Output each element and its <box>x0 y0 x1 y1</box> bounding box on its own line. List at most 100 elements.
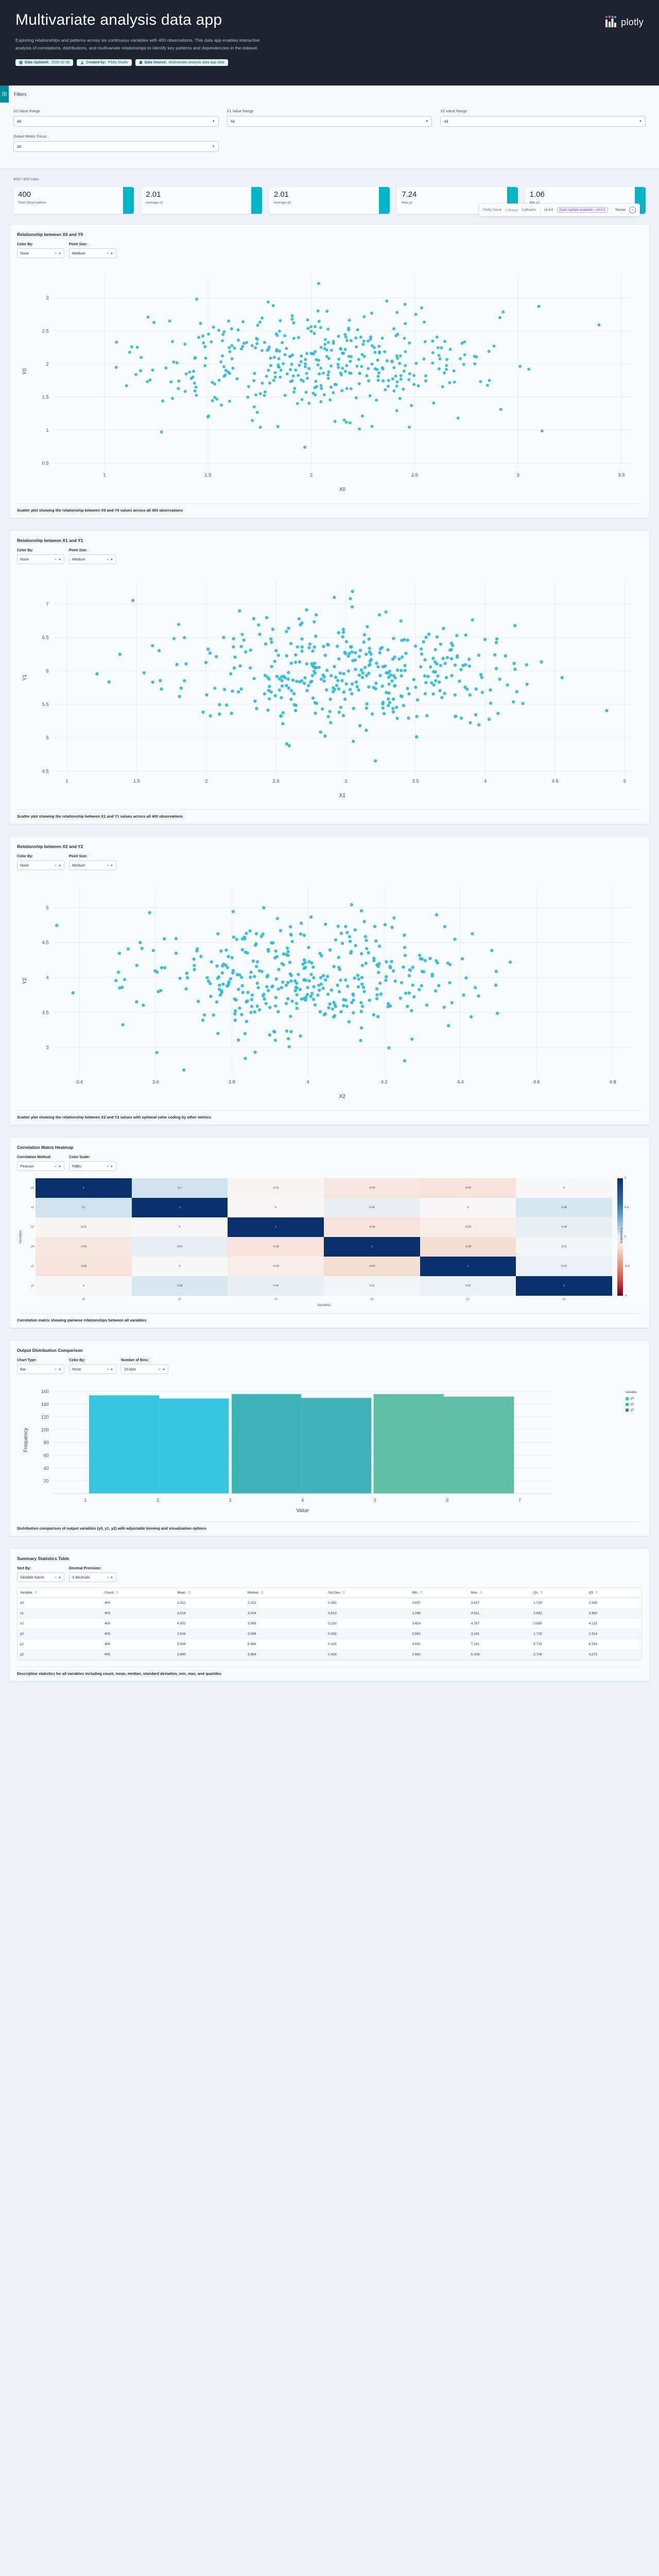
table-column-header[interactable]: Min ☰ <box>409 1588 469 1598</box>
devtools-expand-icon[interactable]: » <box>629 207 636 213</box>
filter-icon[interactable]: ☰ <box>420 1591 423 1595</box>
heatmap-cell[interactable]: 1 <box>36 1178 132 1198</box>
devtools-errors-link[interactable]: ⚠ Errors <box>505 208 518 212</box>
dash-devtools-bar[interactable]: Plotly Cloud ⚠ Errors Callbacks v3.4.0 D… <box>479 204 640 216</box>
devtools-update-badge[interactable]: Dash update available - v4.0.0 <box>557 207 608 213</box>
heatmap-cell[interactable]: 1 <box>324 1237 420 1257</box>
clear-icon[interactable]: × <box>107 864 109 868</box>
filter-icon[interactable]: ☰ <box>595 1591 598 1595</box>
control-color-by-select[interactable]: None × ▼ <box>69 1364 116 1374</box>
heatmap-cell[interactable]: 0 <box>131 1217 228 1237</box>
filter-icon[interactable]: ☰ <box>34 1591 38 1595</box>
control-point-size-select[interactable]: Medium × ▼ <box>69 554 116 564</box>
heatmap-cell[interactable]: 0.01 <box>324 1276 420 1296</box>
table-row[interactable]: y0 400 2.014 2.006 0.432 0.551 3.241 1.729 2.314 <box>18 1629 641 1639</box>
scatter-plot-x2-y2[interactable]: 3.4 3.6 3.8 4 4.2 4.4 4.6 4.8 3 3.5 4 4.5 5 X2 Y2 <box>17 875 642 1107</box>
heatmap-cell[interactable]: 0.04 <box>131 1237 228 1257</box>
control-color-by-select[interactable]: None × ▼ <box>17 248 64 258</box>
heatmap-cell[interactable]: 0 <box>516 1178 612 1198</box>
table-row[interactable]: x2 400 4.002 3.995 0.210 3.418 4.787 3.859 4.133 <box>18 1618 641 1629</box>
heatmap-cell[interactable]: -0.01 <box>228 1178 324 1198</box>
control-color-by-select[interactable]: None × ▼ <box>17 860 64 870</box>
control-chart-type-select[interactable]: Bar × ▼ <box>17 1364 64 1374</box>
control-color-by-select[interactable]: None × ▼ <box>17 554 64 564</box>
clear-icon[interactable]: × <box>107 252 109 256</box>
clear-icon[interactable]: × <box>55 252 57 256</box>
filter-x1-select[interactable]: All ▼ <box>227 116 432 127</box>
heatmap-cell[interactable]: 0.03 <box>420 1276 516 1296</box>
heatmap-cell[interactable]: 0 <box>131 1257 228 1276</box>
heatmap-cell[interactable]: 0.01 <box>516 1237 612 1257</box>
heatmap-cell[interactable]: 0.08 <box>516 1198 612 1217</box>
table-column-header[interactable]: Variable ☰ <box>18 1588 102 1598</box>
table-column-header[interactable]: Std Dev ☰ <box>325 1588 410 1598</box>
control-sort-by-select[interactable]: Variable Name × ▼ <box>17 1572 64 1582</box>
heatmap-cell[interactable]: -0.03 <box>420 1217 516 1237</box>
table-column-header[interactable]: Max ☰ <box>468 1588 531 1598</box>
scatter-plot-x1-y1[interactable]: 1 1.5 2 2.5 3 3.5 4 4.5 5 4.5 5 5.5 6 6.5 7 X1 Y1 <box>17 569 642 806</box>
clear-icon[interactable]: × <box>107 1368 109 1371</box>
heatmap-cell[interactable]: 0.04 <box>228 1276 324 1296</box>
control-color-scale-select[interactable]: RdBu × ▼ <box>69 1161 116 1171</box>
legend-item-y0[interactable]: y0 <box>625 1397 637 1400</box>
filter-icon[interactable]: ☰ <box>479 1591 482 1595</box>
legend-item-y2[interactable]: y2 <box>625 1408 637 1412</box>
filter-icon[interactable]: ☰ <box>115 1591 119 1595</box>
control-point-size-select[interactable]: Medium × ▼ <box>69 248 116 258</box>
heatmap-cell[interactable]: -0.05 <box>36 1237 132 1257</box>
heatmap-cell[interactable]: -0.01 <box>36 1217 132 1237</box>
control-number-of-bins-select[interactable]: 20 bins × ▼ <box>121 1364 168 1374</box>
clear-icon[interactable]: × <box>55 1576 57 1580</box>
heatmap-cell[interactable]: 1 <box>516 1276 612 1296</box>
heatmap-cell[interactable]: 0.1 <box>131 1178 228 1198</box>
table-row[interactable]: x0 400 2.012 2.022 0.450 0.837 3.427 1.729 2.309 <box>18 1598 641 1608</box>
table-row[interactable]: y2 400 3.990 3.984 0.424 2.682 5.208 3.706 4.273 <box>18 1649 641 1660</box>
clear-icon[interactable]: × <box>107 1576 109 1580</box>
heatmap-cell[interactable]: 1 <box>131 1198 228 1217</box>
devtools-server-label[interactable]: Server <box>615 208 626 212</box>
heatmap-cell[interactable]: -0.06 <box>324 1217 420 1237</box>
control-correlation-method-select[interactable]: Pearson × ▼ <box>17 1161 64 1171</box>
heatmap-cell[interactable]: -0.05 <box>324 1178 420 1198</box>
heatmap-cell[interactable]: 1 <box>420 1257 516 1276</box>
filter-output-select[interactable]: All ▼ <box>13 141 219 152</box>
filter-icon[interactable]: ☰ <box>261 1591 264 1595</box>
heatmap-cell[interactable]: 1 <box>228 1217 324 1237</box>
table-row[interactable]: x1 400 3.018 3.024 0.612 1.058 4.911 2.632 3.453 <box>18 1608 641 1619</box>
heatmap-cell[interactable]: -0.08 <box>324 1257 420 1276</box>
legend-item-y1[interactable]: y1 <box>625 1402 637 1406</box>
devtools-cloud-link[interactable]: Plotly Cloud <box>483 208 501 212</box>
heatmap-cell[interactable]: 0.04 <box>324 1198 420 1217</box>
filter-icon[interactable]: ☰ <box>342 1591 345 1595</box>
table-row[interactable]: y1 400 5.994 5.996 0.415 4.641 7.241 5.732 6.254 <box>18 1639 641 1650</box>
histogram-legend[interactable]: Variable y0 y1 y2 <box>625 1391 637 1414</box>
heatmap-cell[interactable]: -0.03 <box>228 1257 324 1276</box>
clear-icon[interactable]: × <box>55 1368 57 1371</box>
heatmap-cell[interactable]: 0.1 <box>36 1198 132 1217</box>
filter-x0-select[interactable]: All ▼ <box>13 116 219 127</box>
table-column-header[interactable]: Count ☰ <box>102 1588 175 1598</box>
table-column-header[interactable]: Q3 ☰ <box>586 1588 641 1598</box>
clear-icon[interactable]: × <box>55 864 57 868</box>
clear-icon[interactable]: × <box>159 1368 161 1371</box>
heatmap-cell[interactable]: -0.06 <box>36 1257 132 1276</box>
heatmap-cell[interactable]: -0.06 <box>228 1237 324 1257</box>
filter-icon[interactable]: ☰ <box>540 1591 543 1595</box>
histogram-plot[interactable]: 20 40 60 80 100 120 140 160 1 2 3 4 5 6 7 Value Frequenc… <box>17 1379 642 1518</box>
clear-icon[interactable]: × <box>107 1165 109 1168</box>
filter-icon[interactable]: ☰ <box>187 1591 191 1595</box>
heatmap-grid[interactable]: 1 0.1 -0.01 -0.05 -0.06 0 0.1 1 0 0.04 0 0.08 -0.01 0… <box>36 1178 612 1296</box>
heatmap-cell[interactable]: 0.04 <box>516 1217 612 1237</box>
heatmap-cell[interactable]: 0.03 <box>516 1257 612 1276</box>
heatmap-cell[interactable]: -0.08 <box>420 1237 516 1257</box>
heatmap-cell[interactable]: 0 <box>420 1198 516 1217</box>
heatmap-cell[interactable]: 0 <box>36 1276 132 1296</box>
table-column-header[interactable]: Median ☰ <box>245 1588 326 1598</box>
table-column-header[interactable]: Mean ☰ <box>175 1588 245 1598</box>
control-decimal-precision-select[interactable]: 3 decimals × ▼ <box>69 1572 116 1582</box>
control-point-size-select[interactable]: Medium × ▼ <box>69 860 116 870</box>
summary-statistics-table[interactable]: Variable ☰ Count ☰ Mean ☰ Median ☰ Std Dev ☰ Min ☰ M… <box>17 1587 642 1660</box>
heatmap-cell[interactable]: 0 <box>228 1198 324 1217</box>
clear-icon[interactable]: × <box>107 558 109 562</box>
devtools-callbacks-link[interactable]: Callbacks <box>521 208 536 212</box>
